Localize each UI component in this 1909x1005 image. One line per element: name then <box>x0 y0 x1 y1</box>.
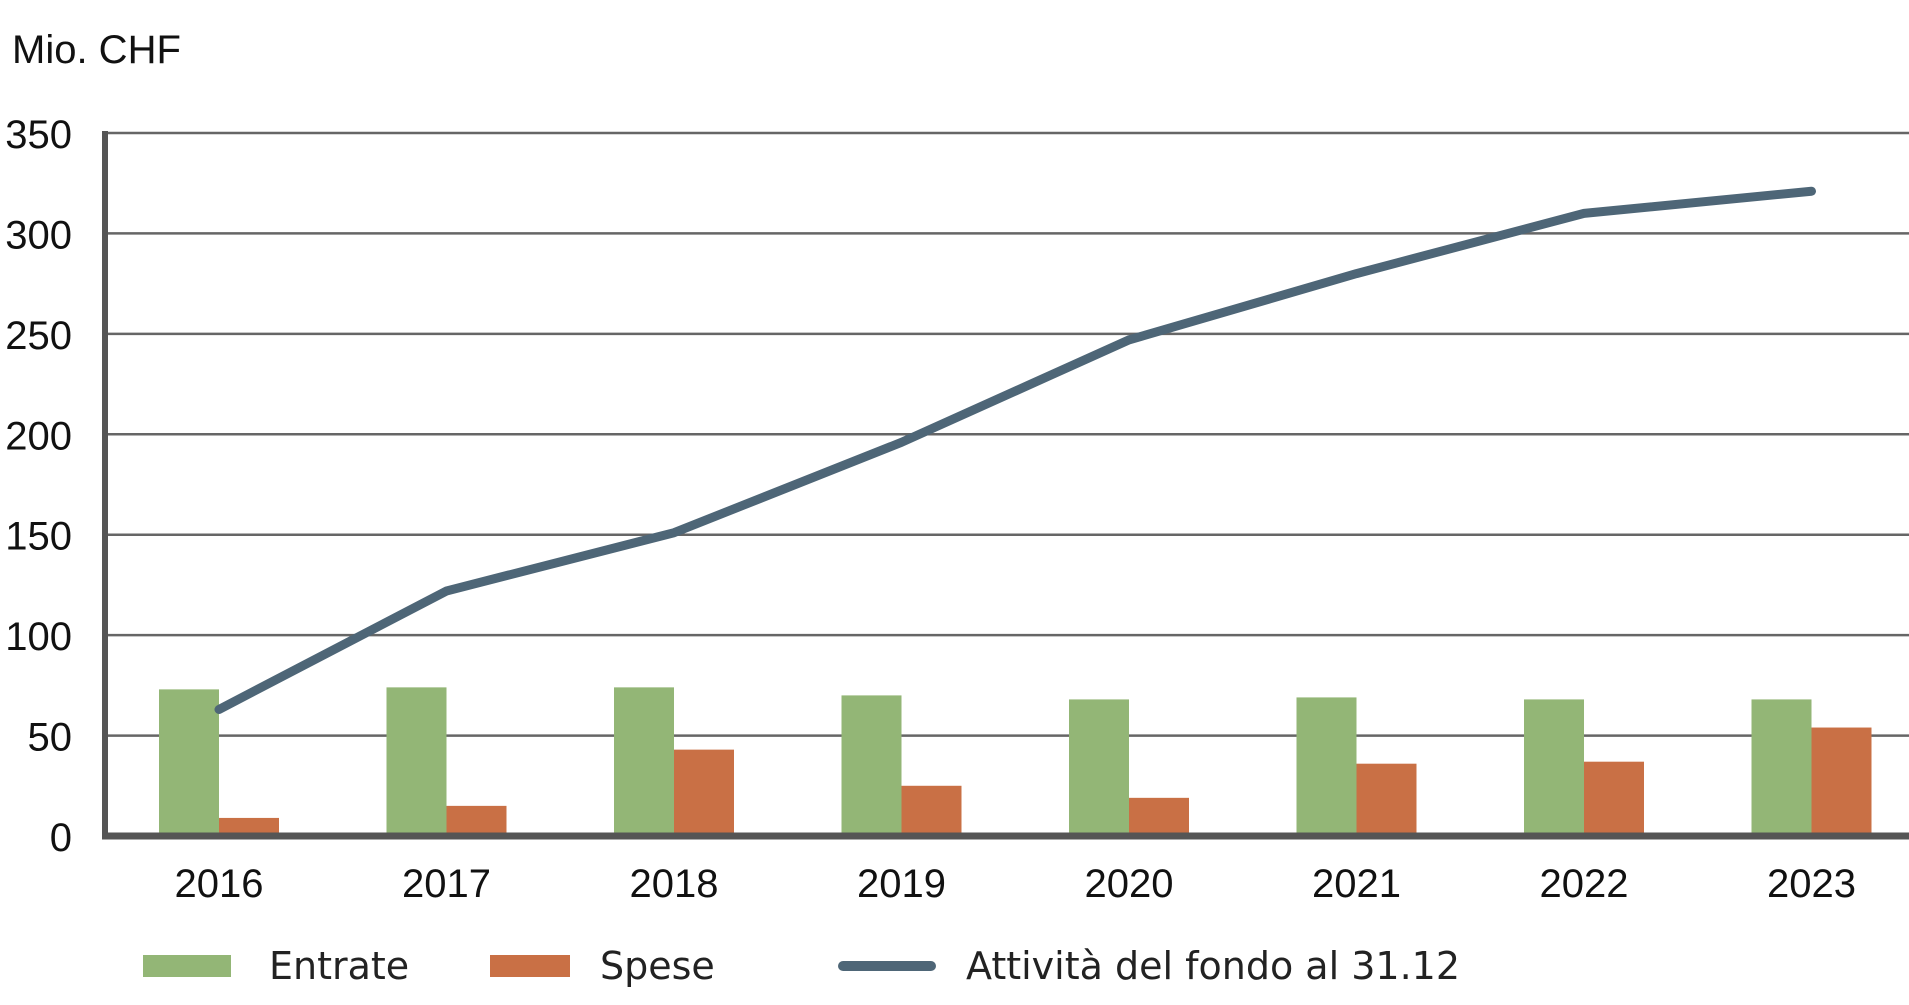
x-tick-label: 2022 <box>1540 862 1629 906</box>
bar-spese <box>1356 763 1417 836</box>
x-tick-label: 2017 <box>402 862 491 906</box>
legend-item-spese: Spese <box>490 936 715 996</box>
bar-entrate <box>1069 699 1129 836</box>
bar-entrate <box>386 687 447 836</box>
bar-entrate <box>1524 699 1584 836</box>
bar-spese <box>674 749 734 836</box>
x-tick-label: 2018 <box>630 862 719 906</box>
y-tick-label: 200 <box>5 414 72 458</box>
line-point-attivita <box>901 441 902 443</box>
y-axis-unit-label: Mio. CHF <box>12 28 181 72</box>
bar-entrate <box>841 695 902 836</box>
y-tick-label: 50 <box>28 716 73 760</box>
bar-entrate <box>1296 697 1357 836</box>
bar-spese <box>1129 797 1189 836</box>
bar-entrate <box>159 689 219 836</box>
line-point-attivita <box>1583 212 1585 214</box>
x-tick-label: 2021 <box>1312 862 1401 906</box>
bar-spese <box>901 785 962 836</box>
line-point-attivita <box>218 708 220 710</box>
line-point-attivita <box>1811 190 1812 192</box>
bar-spese <box>1584 761 1644 836</box>
bar-spese <box>219 817 279 836</box>
bar-entrate <box>614 687 674 836</box>
y-tick-label: 100 <box>5 615 72 659</box>
legend-item-entrate: Entrate <box>143 936 409 996</box>
legend-label-attivita: Attività del fondo al 31.12 <box>966 944 1460 988</box>
legend-swatch-attivita <box>838 961 936 971</box>
x-tick-label: 2016 <box>175 862 264 906</box>
legend-label-spese: Spese <box>600 944 715 988</box>
y-tick-label: 300 <box>5 213 72 257</box>
legend-swatch-spese <box>490 955 570 977</box>
y-tick-label: 0 <box>50 816 72 860</box>
x-tick-label: 2023 <box>1767 862 1856 906</box>
bar-entrate <box>1751 699 1812 836</box>
legend-item-attivita: Attività del fondo al 31.12 <box>838 936 1460 996</box>
legend-label-entrate: Entrate <box>269 944 410 988</box>
y-tick-label: 150 <box>5 515 72 559</box>
line-point-attivita <box>673 532 675 534</box>
bar-spese <box>1811 727 1872 836</box>
y-tick-label: 250 <box>5 314 72 358</box>
line-point-attivita <box>1128 339 1130 341</box>
bar-spese <box>446 805 507 836</box>
legend: Entrate Spese Attività del fondo al 31.1… <box>0 936 1909 996</box>
y-tick-label: 350 <box>5 113 72 157</box>
x-tick-label: 2020 <box>1085 862 1174 906</box>
legend-swatch-entrate <box>143 955 231 977</box>
line-point-attivita <box>446 590 447 592</box>
line-point-attivita <box>1356 273 1357 275</box>
chart-canvas: 0 50 100 150 200 250 300 350 2016 2017 2018 2019 202… <box>5 113 1909 906</box>
line-attivita-del-fondo <box>214 186 1816 714</box>
x-tick-label: 2019 <box>857 862 946 906</box>
